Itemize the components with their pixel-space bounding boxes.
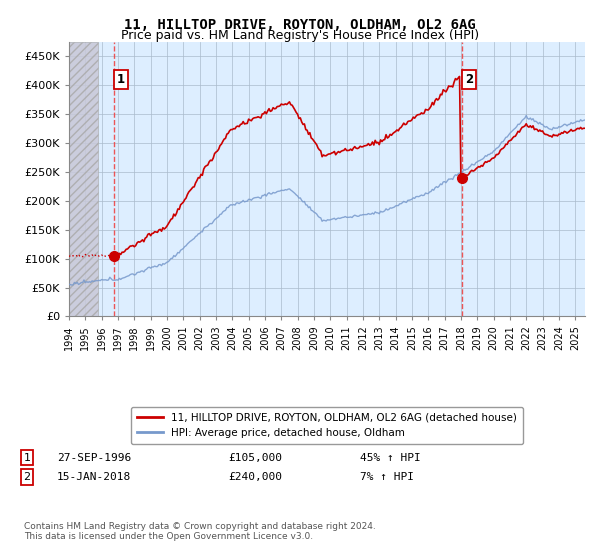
Text: 11, HILLTOP DRIVE, ROYTON, OLDHAM, OL2 6AG: 11, HILLTOP DRIVE, ROYTON, OLDHAM, OL2 6… [124,18,476,32]
Text: 7% ↑ HPI: 7% ↑ HPI [360,472,414,482]
Text: 1: 1 [117,73,125,86]
Text: 2: 2 [465,73,473,86]
Text: 2: 2 [23,472,31,482]
Text: 27-SEP-1996: 27-SEP-1996 [57,452,131,463]
Legend: 11, HILLTOP DRIVE, ROYTON, OLDHAM, OL2 6AG (detached house), HPI: Average price,: 11, HILLTOP DRIVE, ROYTON, OLDHAM, OL2 6… [131,407,523,444]
Text: Contains HM Land Registry data © Crown copyright and database right 2024.
This d: Contains HM Land Registry data © Crown c… [24,522,376,542]
Text: 15-JAN-2018: 15-JAN-2018 [57,472,131,482]
Text: 1: 1 [23,452,31,463]
Text: 45% ↑ HPI: 45% ↑ HPI [360,452,421,463]
Text: £105,000: £105,000 [228,452,282,463]
Bar [69,42,98,316]
Text: Price paid vs. HM Land Registry's House Price Index (HPI): Price paid vs. HM Land Registry's House … [121,29,479,42]
Text: £240,000: £240,000 [228,472,282,482]
